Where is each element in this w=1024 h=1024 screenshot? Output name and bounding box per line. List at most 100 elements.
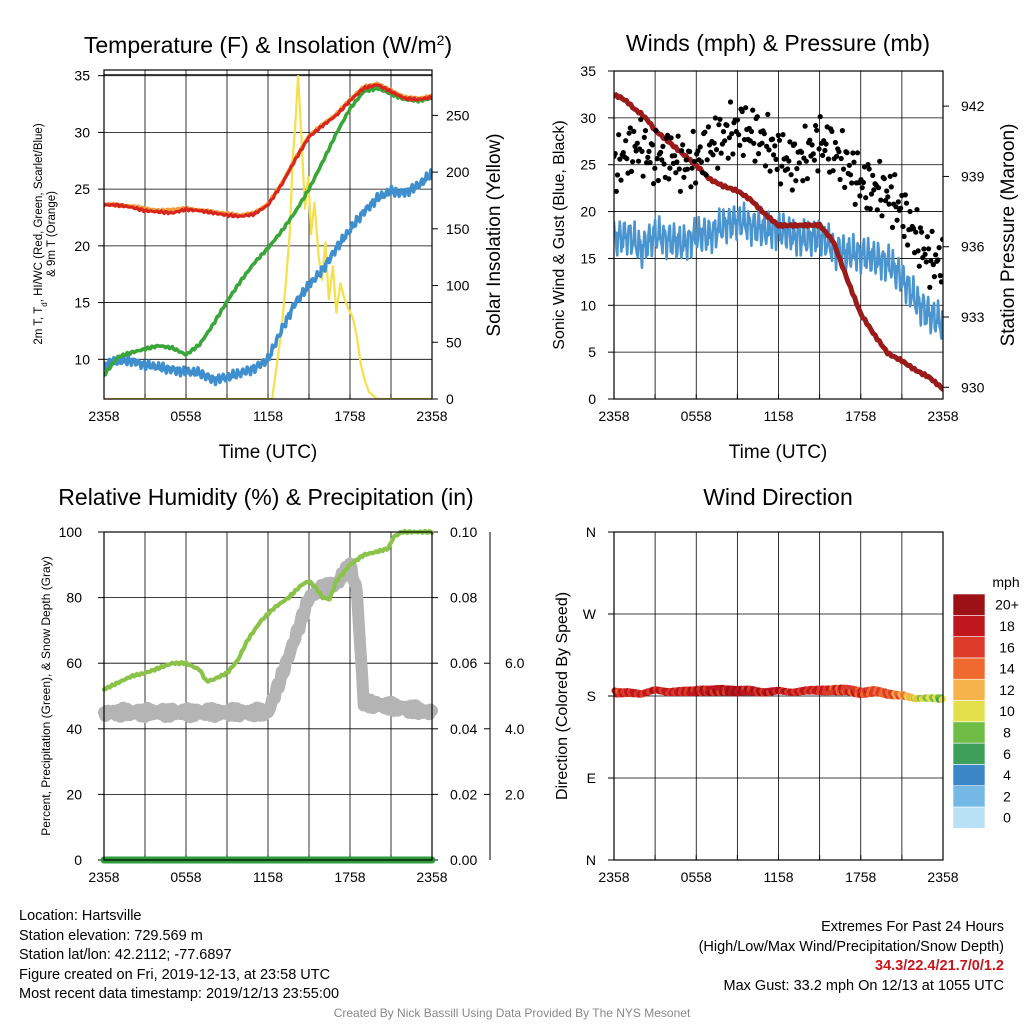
gust-point	[718, 150, 724, 156]
gust-point	[850, 150, 856, 156]
gust-point	[717, 116, 723, 122]
gust-point	[774, 166, 780, 172]
temp-y-tick-label: 15	[74, 295, 90, 311]
gust-point	[814, 127, 820, 133]
gust-point	[673, 170, 679, 176]
gust-point	[879, 213, 885, 219]
gust-point	[628, 168, 635, 174]
gust-point	[677, 188, 684, 194]
gust-point	[711, 140, 717, 146]
gust-point	[788, 172, 794, 178]
gust-point	[809, 142, 815, 148]
colorbar-swatch	[952, 806, 986, 829]
colorbar-tick-label: 0	[1003, 810, 1011, 826]
wind-y-tick-label: 0	[588, 391, 596, 407]
gust-point	[684, 166, 691, 172]
gust-point	[898, 205, 904, 211]
temp-y-axis-label: 2m T, Td, HI/WC (Red, Green, Scarlet/Blu…	[33, 123, 58, 344]
gust-point	[645, 154, 651, 160]
gust-point	[649, 142, 656, 148]
gust-point	[913, 229, 919, 235]
gust-point	[931, 274, 938, 280]
gust-point	[847, 172, 854, 178]
latlon-text: Station lat/lon: 42.2112; -77.6897	[19, 947, 232, 964]
gust-point	[779, 163, 785, 169]
precip-y-tick-label: 0.00	[450, 852, 477, 868]
solar-y-tick-label: 100	[446, 278, 470, 294]
gust-point	[730, 151, 736, 157]
gust-point	[886, 201, 892, 207]
heat-index-windchill-line	[104, 85, 432, 377]
solar-y-tick-label: 250	[446, 107, 470, 123]
temp-title-close: )	[444, 32, 452, 58]
gust-point	[743, 105, 749, 111]
gust-point	[716, 122, 722, 128]
pressure-y-tick-label: 942	[961, 98, 985, 114]
gust-point	[712, 115, 719, 121]
gust-point	[915, 248, 921, 254]
gust-point	[892, 172, 898, 178]
gust-point	[884, 188, 890, 194]
temperature-chart: 2358 0558 1158 1758 2358 Temperature (F) & In…	[33, 32, 505, 463]
gust-point	[813, 123, 819, 129]
gust-point	[905, 242, 911, 248]
dir-x-tick-label: 0558	[681, 869, 712, 885]
gust-point	[817, 114, 823, 120]
rh-x-tick-label: 2358	[88, 869, 119, 885]
gust-point	[789, 187, 795, 193]
gust-point	[724, 122, 730, 128]
gust-point	[888, 184, 894, 190]
winds-x-axis-label: Time (UTC)	[729, 442, 828, 463]
dir-y-tick-label: S	[587, 688, 596, 704]
gust-point	[729, 131, 735, 137]
gust-point	[652, 165, 658, 171]
precip-y-tick-label: 0.08	[450, 590, 477, 606]
gust-point	[887, 173, 893, 179]
gust-point	[739, 108, 745, 115]
dewpoint-line	[104, 168, 432, 387]
gust-point	[832, 139, 839, 146]
gust-point	[829, 128, 835, 134]
gust-point	[834, 153, 840, 159]
gust-point	[877, 158, 883, 164]
gust-point	[916, 263, 922, 269]
gust-point	[720, 129, 727, 135]
gust-point	[854, 150, 861, 156]
temp-ylabel-line1b: , HI/WC (Red, Green, Scarlet/Blue)	[33, 123, 45, 302]
gust-point	[762, 163, 769, 169]
gust-point	[823, 141, 829, 147]
wind-y-tick-label: 15	[580, 250, 596, 266]
wind-x-tick-label: 0558	[681, 408, 712, 424]
station-info: Location: Hartsville Station elevation: …	[19, 907, 339, 1005]
gust-point	[713, 147, 720, 153]
gust-point	[836, 149, 842, 155]
wind-y-tick-label: 20	[580, 204, 596, 220]
credit-text: Created By Nick Bassill Using Data Provi…	[333, 1006, 691, 1020]
temp-x-tick-label: 2358	[88, 408, 119, 424]
wind-y-tick-label: 10	[580, 297, 596, 313]
gust-point	[860, 179, 867, 186]
gust-point	[803, 158, 809, 164]
gust-point	[842, 184, 848, 190]
gust-point	[923, 259, 929, 265]
colorbar-swatch	[952, 700, 986, 723]
temp-plot-border	[103, 69, 433, 400]
gust-point	[830, 168, 836, 174]
gust-point	[917, 225, 924, 231]
gust-point	[773, 156, 779, 162]
gust-point	[690, 128, 696, 134]
gust-point	[737, 142, 743, 148]
gust-point	[679, 148, 685, 154]
snow-y-tick-label: 6.0	[505, 655, 525, 671]
gust-point	[935, 257, 941, 263]
direction-chart-title: Wind Direction	[703, 484, 853, 510]
temp-y-tick-label: 30	[74, 124, 90, 140]
gust-point	[895, 199, 901, 205]
gust-point	[859, 185, 865, 191]
gust-point	[822, 147, 828, 154]
gust-point	[902, 192, 908, 198]
wind-series	[614, 92, 943, 392]
pressure-y-tick-label: 933	[961, 309, 985, 325]
precip-y-tick-label: 0.10	[450, 524, 477, 540]
gust-point	[838, 155, 844, 162]
